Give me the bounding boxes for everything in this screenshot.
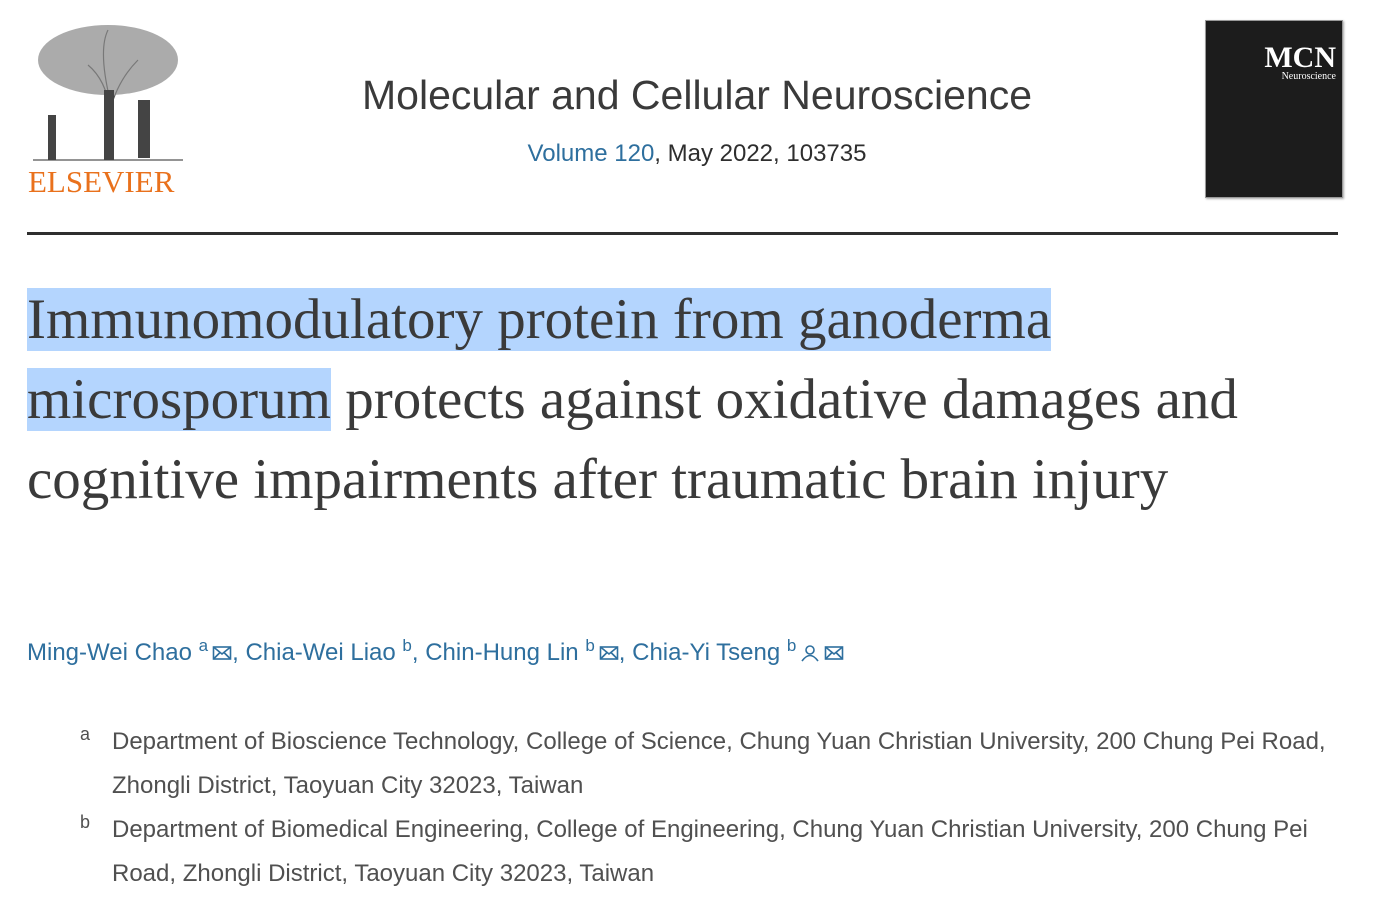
journal-cover[interactable]: MCN Neuroscience bbox=[1205, 20, 1343, 198]
email-icon[interactable] bbox=[599, 644, 619, 662]
author-name[interactable]: Chia-Yi Tseng bbox=[632, 639, 781, 666]
volume-line: Volume 120, May 2022, 103735 bbox=[0, 140, 1376, 168]
email-icon[interactable] bbox=[824, 644, 844, 662]
journal-title[interactable]: Molecular and Cellular Neuroscience bbox=[362, 72, 1032, 118]
affiliation-label: b bbox=[80, 812, 91, 832]
person-icon[interactable] bbox=[800, 644, 820, 662]
publisher-name: ELSEVIER bbox=[28, 164, 175, 199]
cover-title: MCN bbox=[1264, 41, 1336, 74]
author-name[interactable]: Chia-Wei Liao bbox=[245, 639, 396, 666]
author-affiliation[interactable]: a bbox=[198, 636, 209, 655]
author-affiliation[interactable]: b bbox=[786, 636, 797, 655]
email-icon[interactable] bbox=[212, 644, 232, 662]
author-separator: , bbox=[618, 639, 626, 666]
volume-link[interactable]: Volume 120 bbox=[527, 140, 655, 167]
author-affiliation[interactable]: b bbox=[402, 636, 412, 655]
article-title: Immunomodulatory protein from ganoderma … bbox=[27, 280, 1347, 520]
author-name[interactable]: Ming-Wei Chao bbox=[27, 639, 192, 666]
issue-info: , May 2022, 103735 bbox=[654, 140, 867, 167]
affiliation-text: Department of Biomedical Engineering, Co… bbox=[112, 816, 1308, 887]
author-separator: , bbox=[232, 639, 239, 666]
author-list: Ming-Wei Chao a, Chia-Wei Liao b, Chin-H… bbox=[27, 636, 844, 667]
author-affiliation[interactable]: b bbox=[585, 636, 595, 655]
affiliation-label: a bbox=[80, 724, 91, 744]
affiliation-text: Department of Bioscience Technology, Col… bbox=[112, 728, 1326, 799]
author-name[interactable]: Chin-Hung Lin bbox=[425, 639, 579, 666]
title-rest: protects against oxidative damages and c… bbox=[27, 368, 1238, 511]
author-separator: , bbox=[411, 639, 419, 666]
publisher-logo bbox=[33, 25, 183, 161]
cover-subtitle: Neuroscience bbox=[1281, 71, 1336, 82]
divider bbox=[27, 232, 1338, 235]
